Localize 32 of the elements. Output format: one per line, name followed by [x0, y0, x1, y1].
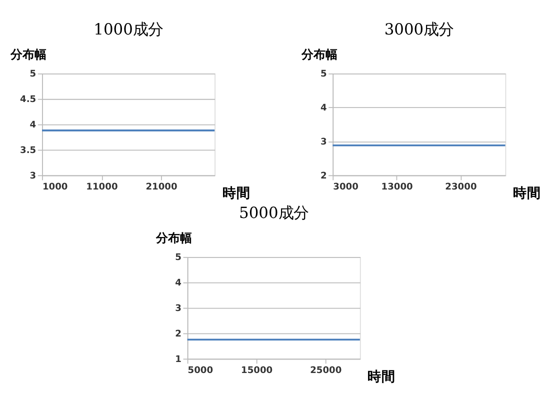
x-tick-label: 15000 — [241, 366, 273, 376]
x-axis-title: 時間 — [222, 185, 250, 202]
y-tick-label: 1 — [175, 354, 182, 365]
x-tick-label: 3000 — [333, 182, 358, 192]
y-tick-label: 4 — [30, 120, 36, 131]
y-axis-title: 分布幅 — [155, 230, 192, 245]
chart-title: 1000成分 — [94, 20, 163, 38]
y-tick-label: 3 — [30, 171, 36, 182]
x-tick-label: 21000 — [146, 182, 178, 192]
y-tick-label: 5 — [175, 253, 182, 264]
y-tick-label: 2 — [320, 171, 327, 182]
x-tick-label: 11000 — [86, 182, 118, 192]
y-tick-label: 5 — [30, 70, 36, 80]
x-tick-label: 1000 — [42, 182, 68, 192]
y-tick-label: 4 — [320, 104, 327, 114]
x-axis-title: 時間 — [368, 368, 396, 385]
x-axis-title: 時間 — [512, 185, 541, 202]
y-tick-label: 4 — [175, 278, 182, 289]
y-tick-label: 5 — [320, 70, 327, 80]
y-axis-title: 分布幅 — [300, 47, 338, 62]
y-tick-label: 3 — [175, 304, 182, 314]
chart-title: 3000成分 — [384, 20, 454, 38]
y-tick-label: 3 — [320, 137, 327, 148]
x-tick-label: 5000 — [188, 366, 214, 376]
x-tick-label: 25000 — [310, 366, 342, 376]
x-tick-label: 23000 — [445, 182, 477, 192]
y-axis-title: 分布幅 — [10, 47, 47, 62]
y-tick-label: 4.5 — [20, 95, 36, 106]
chart-title: 5000成分 — [238, 204, 308, 222]
y-tick-label: 3.5 — [20, 146, 36, 156]
y-tick-label: 2 — [175, 329, 182, 340]
x-tick-label: 13000 — [381, 182, 413, 192]
